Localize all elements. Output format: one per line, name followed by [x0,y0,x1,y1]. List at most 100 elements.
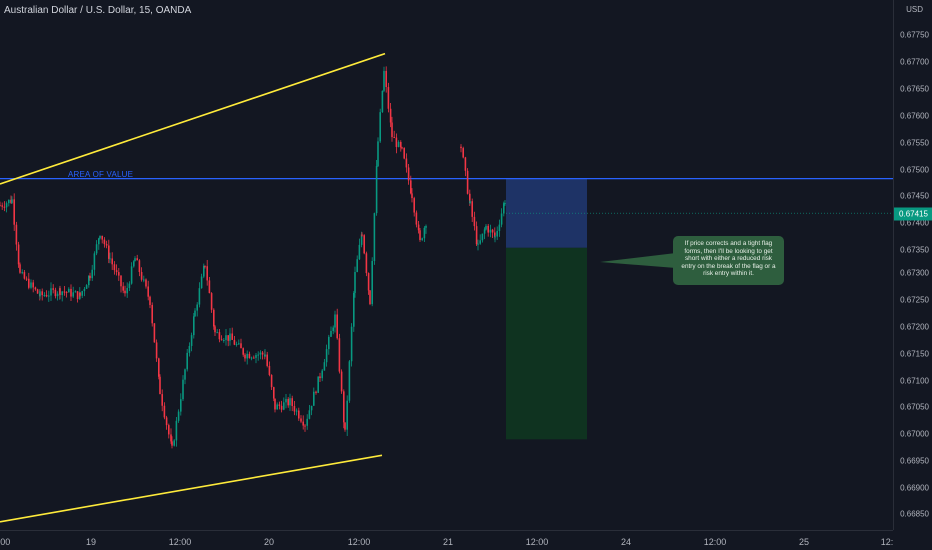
candle-body [401,147,403,149]
candle-body [315,391,317,393]
candle-body [240,343,242,349]
time-tick: :00 [0,537,11,547]
candle-body [306,418,308,426]
candle-body [216,332,218,334]
note-pointer [600,253,676,268]
candle-body [214,326,216,333]
candle-body [321,370,323,379]
candle-body [238,343,240,345]
candle-body [471,201,473,217]
candle-body [48,295,50,297]
candle-body [52,288,54,290]
candle-body [485,225,487,230]
candle-body [469,201,471,204]
candle-body [17,244,20,265]
candle-body [200,276,203,289]
candle-body [165,417,168,426]
candle-body [334,314,336,328]
time-tick: 12:00 [347,537,371,547]
candle-body [111,258,113,265]
candle-body [88,275,90,286]
candle-body [291,398,293,407]
candle-body [203,265,205,277]
candle-body [330,330,332,337]
price-chart[interactable] [0,0,893,530]
candle-body [417,224,420,231]
candle-body [23,272,26,279]
candle-body [302,421,304,426]
candle-body [377,141,379,167]
candle-body [283,402,285,410]
currency-label: USD [906,5,923,14]
candle-body [13,199,15,225]
candle-body [356,259,358,273]
candle-body [369,290,371,305]
candle-body [298,410,300,419]
candle-body [173,440,175,446]
candle-body [259,352,262,355]
candle-body [393,137,395,139]
price-tick: 0.67350 [900,245,929,255]
candle-body [81,291,83,296]
candle-body [101,235,103,240]
candle-body [158,358,160,377]
candle-body [161,394,163,406]
candle-body [246,353,248,359]
price-tick: 0.67200 [900,322,929,332]
candle-body [257,354,259,356]
candle-body [367,273,370,291]
candle-body [108,245,110,259]
candle-body [413,198,415,213]
candle-body [287,399,289,406]
chart-area[interactable] [0,0,893,530]
candle-body [371,260,373,305]
candle-body [118,272,120,276]
candle-body [194,310,196,317]
price-tick: 0.66950 [900,456,929,466]
symbol-title[interactable]: Australian Dollar / U.S. Dollar, 15, OAN… [4,5,192,16]
candle-body [138,260,141,272]
candle-body [227,335,229,341]
candle-body [487,225,489,233]
candle-body [149,296,151,305]
candle-body [266,354,268,366]
candle-body [36,289,39,294]
candle-body [56,293,59,297]
candle-body [407,167,410,181]
candle-body [130,266,133,284]
candle-body [105,244,108,246]
candle-body [91,269,93,279]
candle-body [65,291,68,293]
candle-body [0,205,1,207]
candle-body [242,348,244,355]
candle-body [39,291,41,297]
candle-body [410,180,412,194]
candle-body [229,333,231,341]
candle-body [425,225,427,228]
price-tick: 0.67650 [900,84,929,94]
candle-body [153,323,156,343]
time-tick: 19 [85,537,97,547]
candle-body [346,400,348,430]
price-tick: 0.67000 [900,429,929,439]
candle-body [93,253,96,270]
candle-body [360,234,363,245]
candle-body [198,288,201,305]
candle-body [379,112,381,142]
candle-body [477,243,479,245]
candle-body [11,199,13,203]
candle-body [145,279,147,287]
candle-body [72,292,74,297]
trade-note-callout[interactable]: If price corrects and a tight flag forms… [673,236,784,285]
candle-body [500,213,503,225]
candle-body [68,288,70,293]
candle-body [177,411,180,421]
time-axis[interactable]: :00 19 12:00 20 12:00 21 12:00 24 12:00 … [0,530,893,550]
candle-body [363,235,365,254]
candle-body [89,275,91,279]
price-axis[interactable]: USD 0.67750 0.67700 0.67650 0.67600 0.67… [893,0,932,530]
candle-body [134,258,136,262]
candle-body [494,232,496,237]
candle-body [496,230,498,237]
candle-body [411,193,413,199]
